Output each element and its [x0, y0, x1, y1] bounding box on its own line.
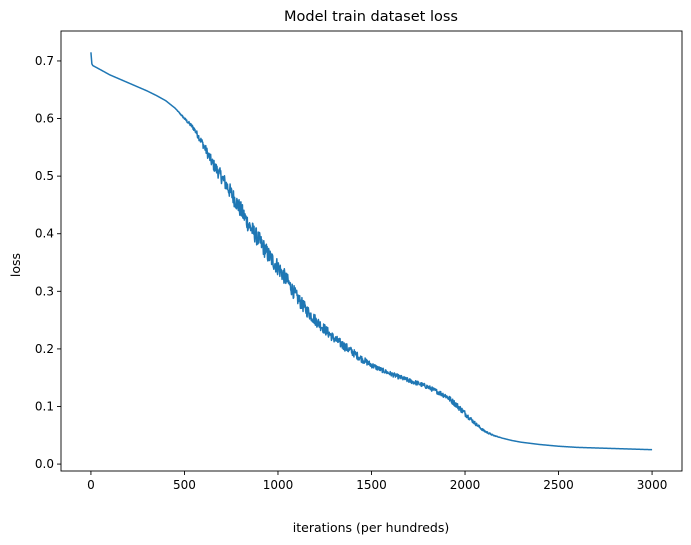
x-tick-label: 1500: [356, 478, 387, 492]
y-tick-label: 0.4: [35, 227, 54, 241]
x-tick-label: 1000: [263, 478, 294, 492]
y-tick-label: 0.5: [35, 169, 54, 183]
series-layer: [90, 52, 653, 451]
axes-frame: [60, 30, 683, 472]
x-axis-ticks: 0 500 1000 1500 2000 2500 3000: [87, 471, 667, 492]
y-axis-ticks: 0.0 0.1 0.2 0.3 0.4 0.5 0.6 0.7: [35, 54, 61, 471]
x-tick-label: 2000: [450, 478, 481, 492]
y-tick-label: 0.3: [35, 284, 54, 298]
x-tick-label: 500: [173, 478, 196, 492]
y-tick-label: 0.1: [35, 399, 54, 413]
y-axis-label: loss: [8, 253, 23, 277]
plot-area: [60, 30, 683, 472]
y-tick-label: 0.7: [35, 54, 54, 68]
loss-series-line: [90, 52, 653, 451]
x-tick-label: 2500: [543, 478, 574, 492]
y-tick-label: 0.6: [35, 112, 54, 126]
x-axis-label: iterations (per hundreds): [293, 520, 450, 535]
y-tick-label: 0.0: [35, 457, 54, 471]
y-tick-label: 0.2: [35, 342, 54, 356]
chart-title: Model train dataset loss: [284, 9, 458, 25]
x-tick-label: 0: [87, 478, 95, 492]
x-tick-label: 3000: [637, 478, 668, 492]
